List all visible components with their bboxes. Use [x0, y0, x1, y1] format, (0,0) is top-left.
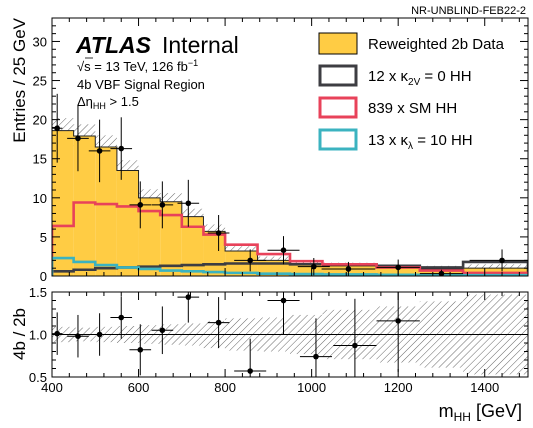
legend-label: 13 x κλ = 10 HH: [368, 132, 473, 152]
legend-swatch: [318, 32, 358, 55]
ratio-point: [137, 347, 144, 353]
atlas-status: Internal: [162, 32, 239, 58]
ratio-y-tick-label: 1.0: [29, 328, 47, 343]
data-point: [499, 257, 505, 264]
ratio-point: [215, 319, 222, 326]
background-bar: [73, 136, 96, 276]
ratio-point: [159, 327, 166, 334]
main-panel: 0 5 10 15 20 25 30 Entries / 25 GeV ATLAS Inte…: [10, 17, 529, 284]
ratio-y-label: 4b / 2b: [10, 308, 29, 360]
ratio-point: [185, 294, 192, 300]
x-tick-label: 1200: [384, 380, 413, 395]
y-tick-label: 0: [40, 269, 47, 284]
background-bar: [138, 197, 161, 276]
ratio-point: [75, 333, 81, 340]
y-tick-label: 10: [33, 191, 47, 206]
ratio-point: [54, 330, 60, 337]
region-label: 4b VBF Signal Region: [77, 77, 205, 92]
ratio-point: [352, 342, 358, 349]
ratio-points: [52, 292, 420, 377]
ratio-point: [280, 297, 287, 304]
ratio-point: [96, 331, 103, 338]
y-tick-label: 5: [40, 230, 47, 245]
ratio-point: [313, 353, 319, 360]
x-tick-label: 1400: [470, 380, 499, 395]
data-points: [52, 93, 528, 276]
background-bar: [95, 147, 117, 276]
ratio-y-tick-label: 0.5: [29, 370, 47, 385]
legend: Reweighted 2b Data 12 x κ2V = 0 HH 839 x S…: [318, 32, 505, 152]
x-tick-label: 800: [214, 380, 236, 395]
y-tick-label: 15: [33, 152, 47, 167]
x-tick-label: 600: [128, 380, 150, 395]
ratio-point: [395, 318, 401, 324]
data-point: [438, 270, 445, 276]
y-axis-label: Entries / 25 GeV: [10, 17, 29, 142]
data-point: [54, 125, 60, 132]
data-point: [311, 263, 317, 270]
x-tick-label: 400: [41, 380, 63, 395]
data-point: [215, 230, 222, 236]
data-point: [185, 200, 192, 207]
legend-swatch: [318, 128, 358, 151]
data-point: [137, 202, 144, 208]
data-point: [247, 257, 253, 264]
legend-swatch: [318, 64, 358, 87]
x-tick-label: 1000: [297, 380, 326, 395]
data-point: [345, 266, 352, 272]
background-bar: [116, 170, 139, 276]
data-point: [96, 148, 103, 154]
data-point: [75, 135, 81, 142]
x-axis-label: mHH [GeV]: [439, 401, 522, 424]
y-tick-label: 30: [33, 34, 47, 49]
background-bar: [203, 231, 226, 276]
background-bar: [290, 265, 323, 276]
ratio-axes: 400 600 800 1000 1200 1400 0.5 1.0 1.5: [29, 285, 528, 395]
main-axes: 0 5 10 15 20 25 30: [33, 17, 528, 284]
data-point: [280, 247, 287, 253]
legend-label: 12 x κ2V = 0 HH: [368, 68, 472, 88]
legend-label: Reweighted 2b Data: [368, 36, 505, 53]
atlas-label: ATLAS Internal: [75, 32, 239, 58]
legend-swatch: [318, 96, 358, 119]
background-bar: [181, 216, 204, 276]
signal-step-line: [52, 260, 528, 276]
ratio-panel: 400 600 800 1000 1200 1400 0.5 1.0 1.5 4b / 2b m…: [10, 285, 529, 424]
y-tick-label: 20: [33, 113, 47, 128]
data-point: [395, 264, 401, 271]
ratio-frame: [51, 291, 529, 378]
legend-label: 839 x SM HH: [368, 100, 457, 117]
top-label: NR-UNBLIND-FEB22-2: [411, 5, 526, 17]
energy-label: √s = 13 TeV, 126 fb−1: [77, 58, 198, 74]
sqrt-s: √s: [77, 59, 91, 74]
signal-step-line: [52, 256, 528, 276]
cut-label: ΔηHH > 1.5: [77, 94, 139, 111]
ratio-y-tick-label: 1.5: [29, 285, 47, 300]
data-point: [118, 145, 125, 152]
y-tick-label: 25: [33, 74, 47, 89]
data-point: [159, 202, 166, 208]
atlas-brand: ATLAS: [75, 32, 152, 58]
main-frame: [51, 17, 529, 277]
ratio-point: [247, 368, 253, 374]
background-bar: [52, 130, 74, 276]
background-bar: [160, 201, 182, 276]
ratio-point: [118, 314, 125, 321]
